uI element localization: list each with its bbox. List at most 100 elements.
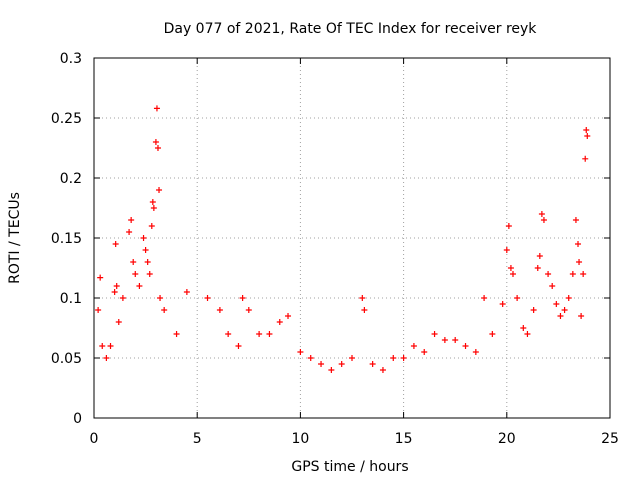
data-point	[285, 313, 292, 319]
data-point	[111, 289, 118, 295]
data-point	[431, 331, 438, 337]
chart-title: Day 077 of 2021, Rate Of TEC Index for r…	[164, 21, 538, 37]
data-point	[505, 223, 512, 229]
data-point	[148, 223, 155, 229]
data-point	[142, 247, 149, 253]
data-point	[536, 253, 543, 259]
x-tick-label: 25	[601, 431, 619, 447]
data-point	[126, 229, 133, 235]
y-tick-label: 0.15	[51, 231, 82, 247]
data-point	[235, 343, 242, 349]
data-point	[514, 295, 521, 301]
data-point	[307, 355, 314, 361]
data-point	[489, 331, 496, 337]
data-point	[565, 295, 572, 301]
y-tick-label: 0	[73, 411, 82, 427]
data-point	[503, 247, 510, 253]
data-point	[132, 271, 139, 277]
data-point	[328, 367, 335, 373]
data-point	[276, 319, 283, 325]
data-point	[256, 331, 263, 337]
y-tick-label: 0.2	[60, 171, 82, 187]
data-point	[410, 343, 417, 349]
data-point	[421, 349, 428, 355]
data-point	[144, 259, 151, 265]
data-point	[582, 155, 589, 162]
y-tick-label: 0.25	[51, 111, 82, 127]
data-point	[204, 295, 211, 301]
data-point	[99, 343, 106, 349]
x-axis-label: GPS time / hours	[291, 459, 408, 475]
data-point	[318, 361, 325, 367]
data-point	[136, 283, 143, 289]
data-point	[349, 355, 355, 361]
data-point	[583, 127, 590, 133]
data-point	[216, 307, 223, 313]
data-point	[338, 361, 345, 367]
data-point	[569, 271, 576, 277]
y-tick-label: 0.3	[60, 51, 82, 67]
data-point	[239, 295, 246, 301]
data-point	[95, 307, 102, 313]
data-point	[572, 217, 579, 223]
data-point	[584, 133, 591, 139]
data-point	[359, 295, 366, 301]
data-point	[119, 295, 126, 301]
data-point	[157, 295, 164, 301]
data-point	[462, 343, 469, 349]
data-point	[400, 355, 407, 361]
data-point	[156, 187, 163, 193]
data-point	[472, 349, 479, 355]
data-point	[146, 271, 153, 277]
data-point	[115, 319, 122, 325]
data-point	[390, 355, 397, 361]
data-point	[173, 331, 180, 337]
data-point	[140, 235, 147, 241]
data-point	[266, 331, 273, 337]
data-point	[103, 355, 110, 361]
data-point	[107, 343, 114, 349]
x-tick-label: 0	[90, 431, 99, 447]
data-point	[580, 271, 587, 277]
data-point	[130, 259, 137, 265]
data-point	[578, 313, 585, 319]
data-point	[530, 307, 537, 313]
data-point	[149, 199, 156, 205]
data-point	[152, 139, 159, 145]
y-tick-label: 0.05	[51, 351, 82, 367]
data-point	[297, 349, 304, 355]
data-point	[561, 307, 568, 313]
data-point	[452, 337, 459, 343]
data-point	[524, 331, 531, 337]
data-point	[245, 307, 252, 313]
data-point	[509, 271, 516, 277]
data-point	[499, 301, 506, 307]
data-point	[379, 367, 386, 373]
data-point	[507, 265, 514, 271]
data-point	[161, 307, 168, 313]
data-point	[154, 145, 161, 151]
data-point	[441, 337, 448, 343]
x-tick-label: 20	[498, 431, 516, 447]
plot-frame	[93, 57, 611, 419]
data-point	[575, 241, 582, 247]
data-point	[545, 271, 552, 277]
data-point	[97, 274, 104, 281]
x-tick-label: 5	[193, 431, 202, 447]
data-point	[576, 259, 583, 265]
x-tick-label: 10	[291, 431, 309, 447]
data-point	[128, 217, 135, 223]
data-point	[183, 289, 190, 295]
y-axis-label: ROTI / TECUs	[7, 192, 23, 284]
data-point	[534, 265, 541, 271]
data-point	[549, 283, 556, 289]
data-point	[520, 325, 527, 331]
data-point	[481, 295, 488, 301]
data-point	[553, 301, 560, 307]
data-point	[113, 283, 120, 289]
x-tick-label: 15	[395, 431, 413, 447]
data-point	[112, 241, 119, 247]
data-point	[225, 331, 232, 337]
data-point	[538, 211, 545, 217]
